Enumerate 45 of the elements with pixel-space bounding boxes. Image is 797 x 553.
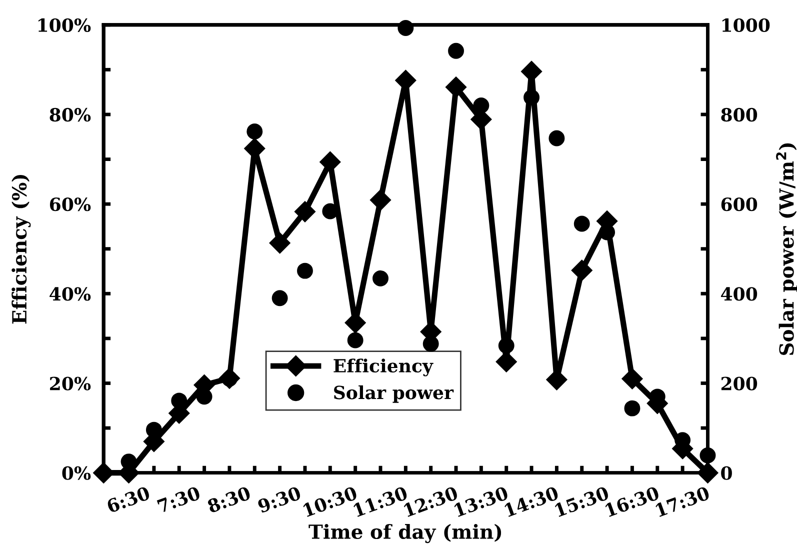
- point: [448, 42, 464, 59]
- y-tick-label: 20%: [50, 376, 91, 390]
- point: [524, 89, 540, 106]
- point: [571, 260, 592, 281]
- y-tick-label: 40%: [50, 287, 91, 301]
- y2-tick-label: 400: [720, 287, 758, 301]
- point: [622, 368, 643, 390]
- point: [272, 290, 288, 306]
- x-axis-title: Time of day (min): [308, 524, 502, 544]
- point: [574, 216, 590, 232]
- y2-tick-label: 800: [721, 108, 758, 122]
- point: [498, 338, 514, 354]
- point: [372, 270, 388, 286]
- point: [446, 76, 467, 98]
- point: [398, 20, 414, 36]
- point: [246, 124, 263, 140]
- y-tick-label: 80%: [50, 108, 91, 122]
- point: [196, 388, 212, 405]
- y2-tick-label: 600: [721, 198, 758, 212]
- y-axis-title: Efficiency (%): [12, 174, 31, 324]
- point: [700, 447, 716, 464]
- y-tick-label: 100%: [38, 18, 91, 32]
- y-tick-label: 0%: [62, 466, 91, 480]
- point: [297, 262, 313, 279]
- y2-tick-label: 200: [721, 376, 758, 390]
- point: [269, 232, 290, 254]
- x-tick-label: 9:30: [257, 486, 302, 514]
- y2-tick-label: 0: [721, 466, 732, 480]
- y2-tick-label: 1000: [722, 18, 770, 32]
- point: [370, 190, 392, 211]
- point: [320, 151, 341, 172]
- point: [146, 422, 162, 438]
- x-tick-label: 6:30: [106, 486, 151, 514]
- point: [473, 98, 490, 114]
- y-tick-label: 60%: [50, 198, 91, 212]
- point: [347, 332, 364, 348]
- legend-label: Efficiency: [334, 358, 434, 376]
- point: [171, 392, 188, 409]
- point: [294, 201, 316, 222]
- point: [548, 130, 565, 146]
- x-tick-label: 7:30: [156, 486, 201, 514]
- legend-label: Solar power: [334, 385, 454, 403]
- point: [422, 336, 439, 352]
- x-tick-label: 8:30: [206, 486, 252, 514]
- point: [624, 400, 640, 416]
